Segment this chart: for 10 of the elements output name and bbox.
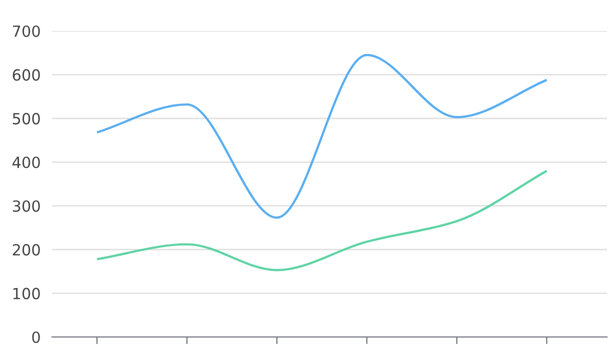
y-tick-label: 600 <box>12 69 40 81</box>
line-series <box>96 170 548 272</box>
y-tick-label: 300 <box>12 200 40 212</box>
y-tick-label: 0 <box>32 331 40 344</box>
y-tick-label: 500 <box>12 112 40 124</box>
y-tick-label: 100 <box>13 288 40 300</box>
y-tick-label: 700 <box>12 25 40 38</box>
y-tick-label: 200 <box>12 244 40 256</box>
y-tick-label: 400 <box>12 156 40 168</box>
line-series <box>96 54 548 219</box>
